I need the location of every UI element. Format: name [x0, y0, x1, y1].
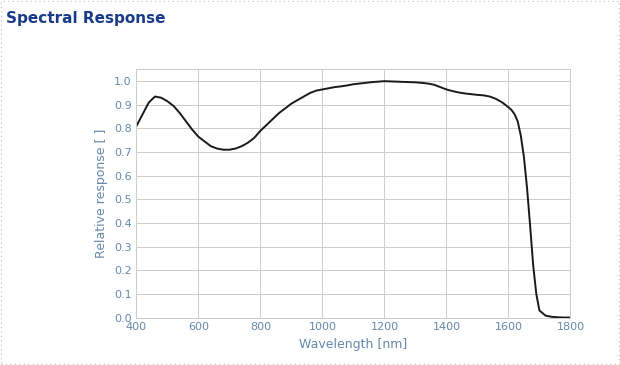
X-axis label: Wavelength [nm]: Wavelength [nm] — [299, 338, 407, 351]
Text: Spectral Response: Spectral Response — [6, 11, 166, 26]
Y-axis label: Relative response [ ]: Relative response [ ] — [95, 129, 108, 258]
